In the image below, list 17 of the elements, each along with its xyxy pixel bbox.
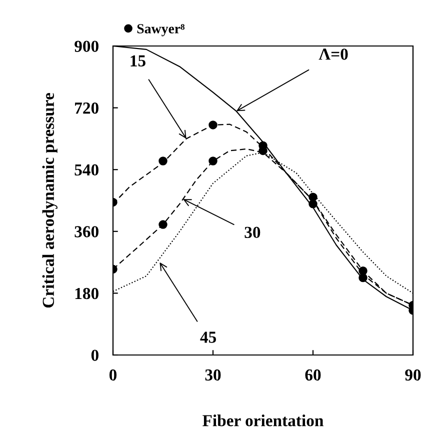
annotation: 15 <box>130 55 146 66</box>
y-tick-label: 900 <box>74 40 98 52</box>
y-tick-label: 0 <box>91 350 98 361</box>
y-tick-label: 180 <box>75 288 98 300</box>
x-tick-label: 0 <box>109 369 117 381</box>
x-tick-label: 60 <box>305 369 321 381</box>
legend-label: Sawyer⁸ <box>137 24 185 36</box>
y-tick-label: 540 <box>74 164 98 176</box>
x-tick-label: 30 <box>205 369 221 381</box>
y-axis-title: Critical aerodynamic pressure <box>42 93 58 308</box>
x-tick-label: 90 <box>405 369 421 381</box>
x-axis-title: Fiber orientation <box>202 414 324 426</box>
annotation: 45 <box>200 332 216 343</box>
annotation: 30 <box>244 226 260 238</box>
annotation: Λ=0 <box>318 48 348 60</box>
y-tick-label: 360 <box>74 226 98 238</box>
y-tick-label: 720 <box>75 102 98 114</box>
